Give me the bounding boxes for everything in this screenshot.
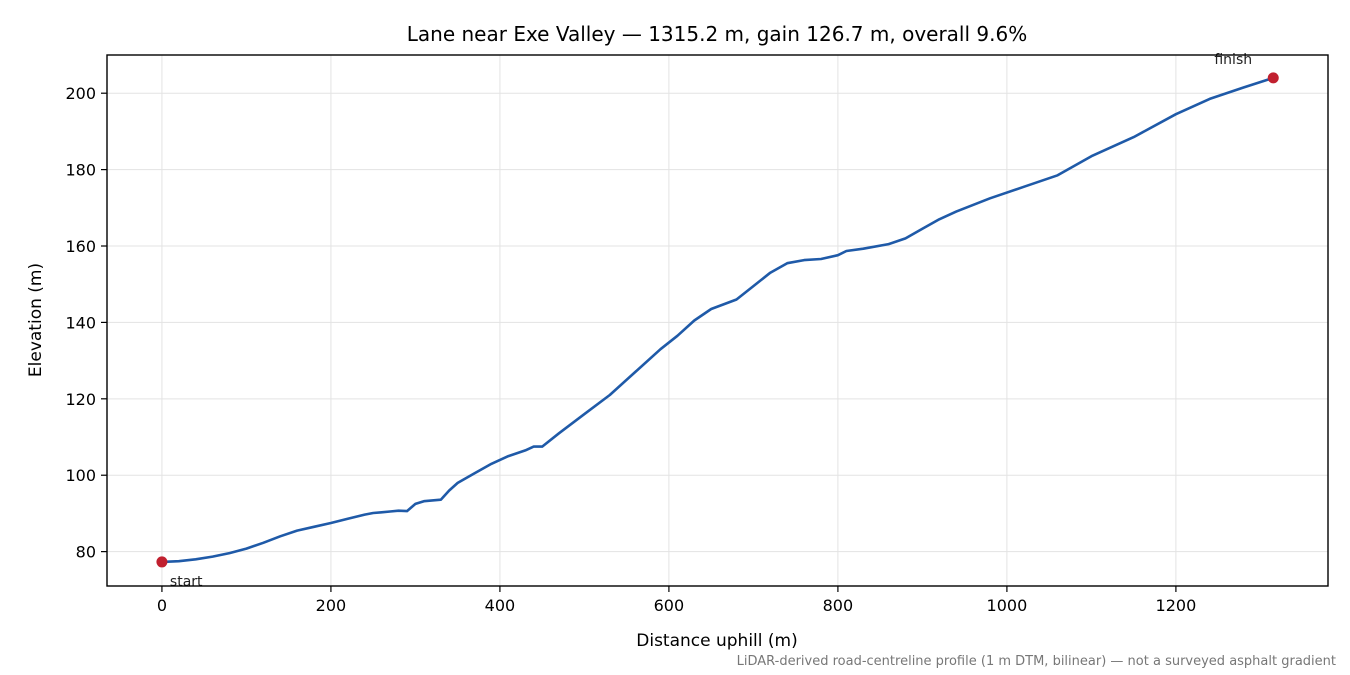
x-tick-label: 1200: [1156, 596, 1197, 615]
start-marker: [156, 556, 168, 568]
y-tick-label: 180: [65, 161, 96, 180]
finish-label: finish: [1214, 52, 1252, 68]
x-tick-label: 600: [654, 596, 685, 615]
start-label: start: [170, 574, 203, 590]
plot-frame: [106, 54, 1329, 587]
x-tick-label: 0: [157, 596, 167, 615]
y-tick-label: 140: [65, 313, 96, 332]
plot-content: start finish: [156, 52, 1279, 590]
footnote: LiDAR-derived road-centreline profile (1…: [737, 654, 1336, 669]
elevation-series-line: [160, 76, 1275, 564]
y-tick-label: 100: [65, 466, 96, 485]
y-tick-label: 80: [76, 543, 96, 562]
grid: [107, 55, 1328, 586]
x-tick-label: 800: [823, 596, 854, 615]
chart-title: Lane near Exe Valley — 1315.2 m, gain 12…: [407, 22, 1027, 46]
x-tick-label: 1000: [987, 596, 1028, 615]
x-tick-label: 200: [316, 596, 347, 615]
y-axis-label: Elevation (m): [26, 263, 46, 377]
axes: 0 200 400 600 800 1000 1200 80 100 120 140 160 180 20…: [65, 84, 1196, 615]
finish-marker: [1267, 72, 1279, 84]
x-tick-label: 400: [485, 596, 516, 615]
y-tick-label: 160: [65, 237, 96, 256]
y-tick-label: 120: [65, 390, 96, 409]
x-axis-label: Distance uphill (m): [636, 631, 797, 651]
y-tick-label: 200: [65, 84, 96, 103]
